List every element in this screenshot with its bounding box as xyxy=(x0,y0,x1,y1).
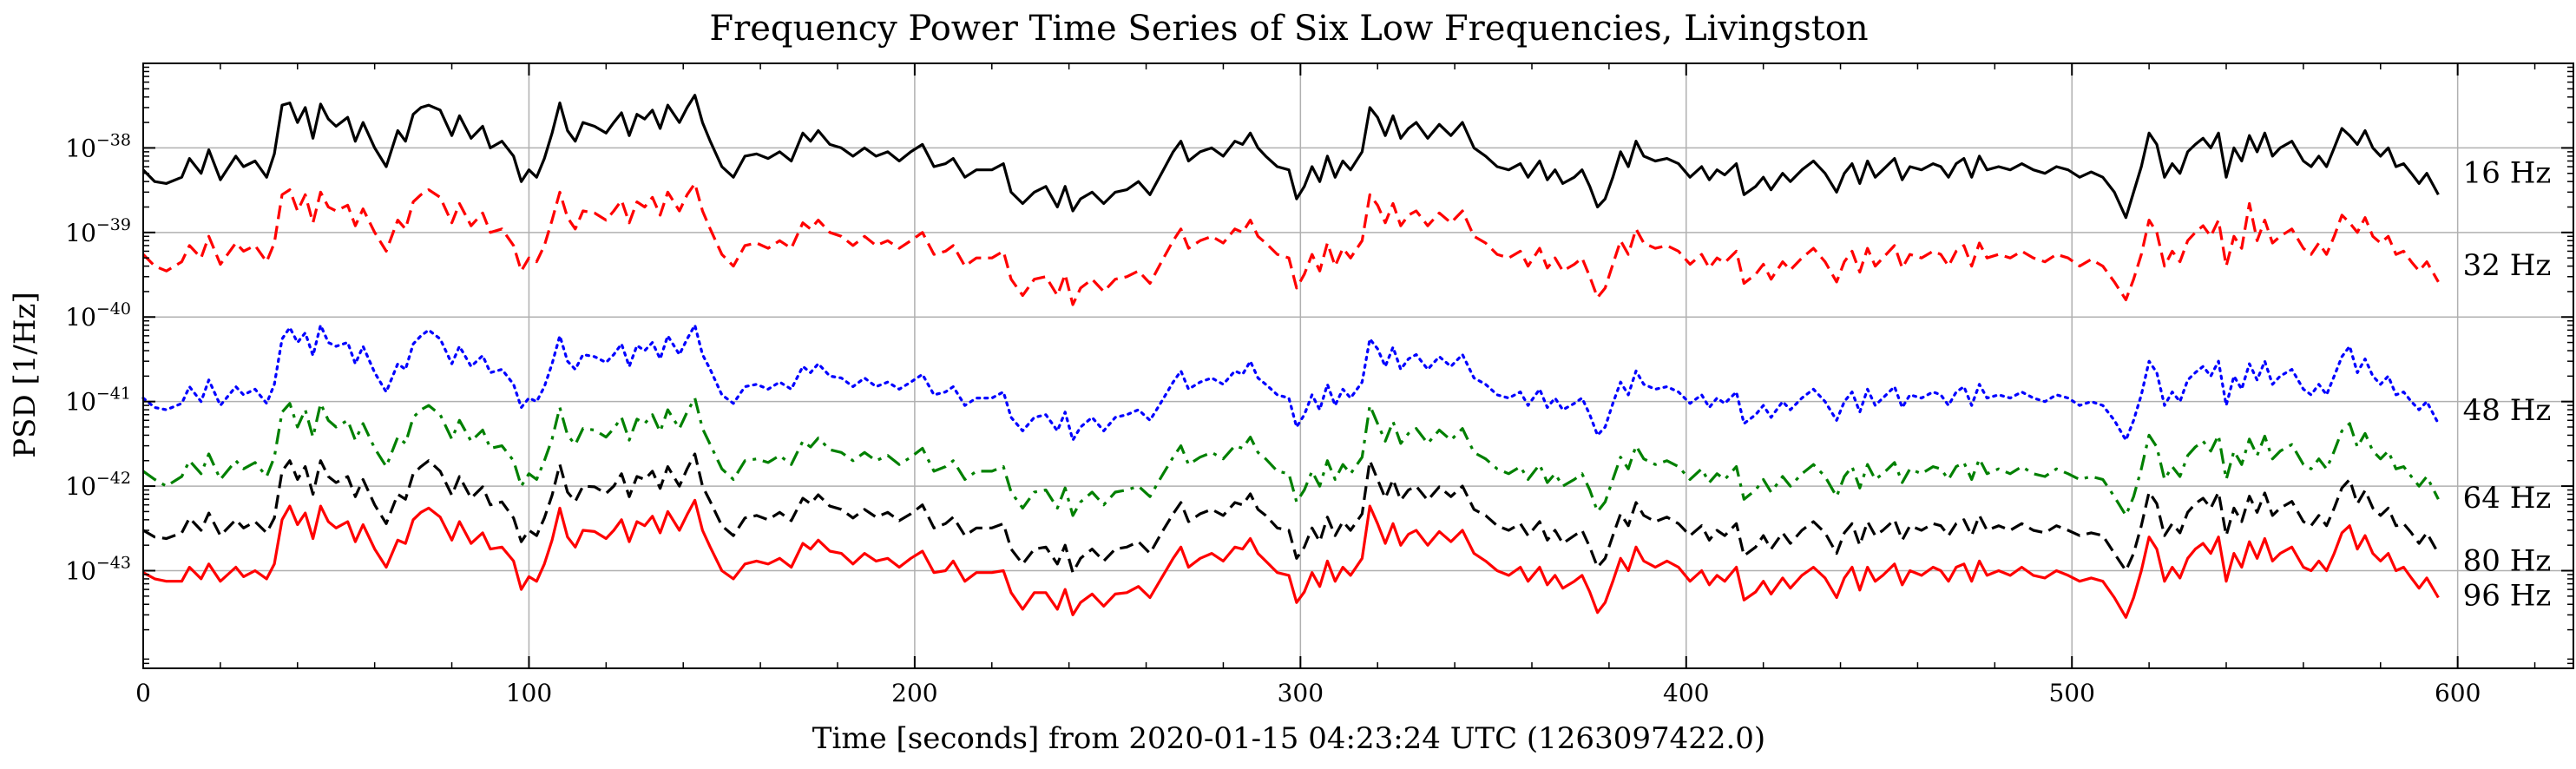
x-tick-label: 100 xyxy=(506,679,552,707)
y-tick-exponent: −41 xyxy=(96,384,131,404)
x-axis-label: Time [seconds] from 2020-01-15 04:23:24 … xyxy=(812,721,1765,756)
y-tick-exponent: −40 xyxy=(96,299,131,319)
series-line-64-hz xyxy=(142,397,2440,517)
x-tick-label: 300 xyxy=(1278,679,1324,707)
y-tick-label: 10−38 xyxy=(65,130,131,162)
series-line-48-hz xyxy=(141,324,2440,442)
y-tick-exponent: −43 xyxy=(96,553,131,572)
chart-title: Frequency Power Time Series of Six Low F… xyxy=(709,9,1868,49)
y-tick-exponent: −39 xyxy=(96,215,131,234)
x-tick-label: 500 xyxy=(2048,679,2094,707)
y-tick-exponent: −38 xyxy=(96,130,131,149)
series-line-80-hz xyxy=(142,452,2440,575)
x-tick-label: 400 xyxy=(1663,679,1709,707)
y-tick-mantissa: 10 xyxy=(65,303,96,332)
y-tick-label: 10−42 xyxy=(65,469,131,501)
series-label: 32 Hz xyxy=(2463,248,2552,283)
series-line-16-hz xyxy=(141,94,2440,220)
y-tick-label: 10−41 xyxy=(65,384,131,417)
series-label: 16 Hz xyxy=(2463,155,2552,190)
y-tick-mantissa: 10 xyxy=(65,134,96,162)
series-label: 48 Hz xyxy=(2463,393,2552,428)
series-label: 64 Hz xyxy=(2463,481,2552,516)
y-tick-mantissa: 10 xyxy=(65,556,96,585)
x-tick-label: 600 xyxy=(2435,679,2481,707)
series-lines xyxy=(141,94,2440,619)
x-tick-label: 200 xyxy=(891,679,937,707)
x-tick-label: 0 xyxy=(135,679,151,707)
y-tick-mantissa: 10 xyxy=(65,219,96,247)
y-tick-label: 10−39 xyxy=(65,215,131,247)
y-tick-mantissa: 10 xyxy=(65,388,96,417)
axis-ticks: 0 100 200 300 400 500 60010−4310−4210−4110−401… xyxy=(65,63,2573,707)
series-label: 96 Hz xyxy=(2463,579,2552,614)
series-label: 80 Hz xyxy=(2463,544,2552,579)
y-tick-label: 10−40 xyxy=(65,299,131,332)
y-axis-label: PSD [1/Hz] xyxy=(8,292,43,457)
series-line-96-hz xyxy=(142,498,2440,619)
y-tick-exponent: −42 xyxy=(96,469,131,488)
plot-area-frame xyxy=(142,62,2574,669)
y-tick-label: 10−43 xyxy=(65,553,131,585)
y-tick-mantissa: 10 xyxy=(65,472,96,501)
